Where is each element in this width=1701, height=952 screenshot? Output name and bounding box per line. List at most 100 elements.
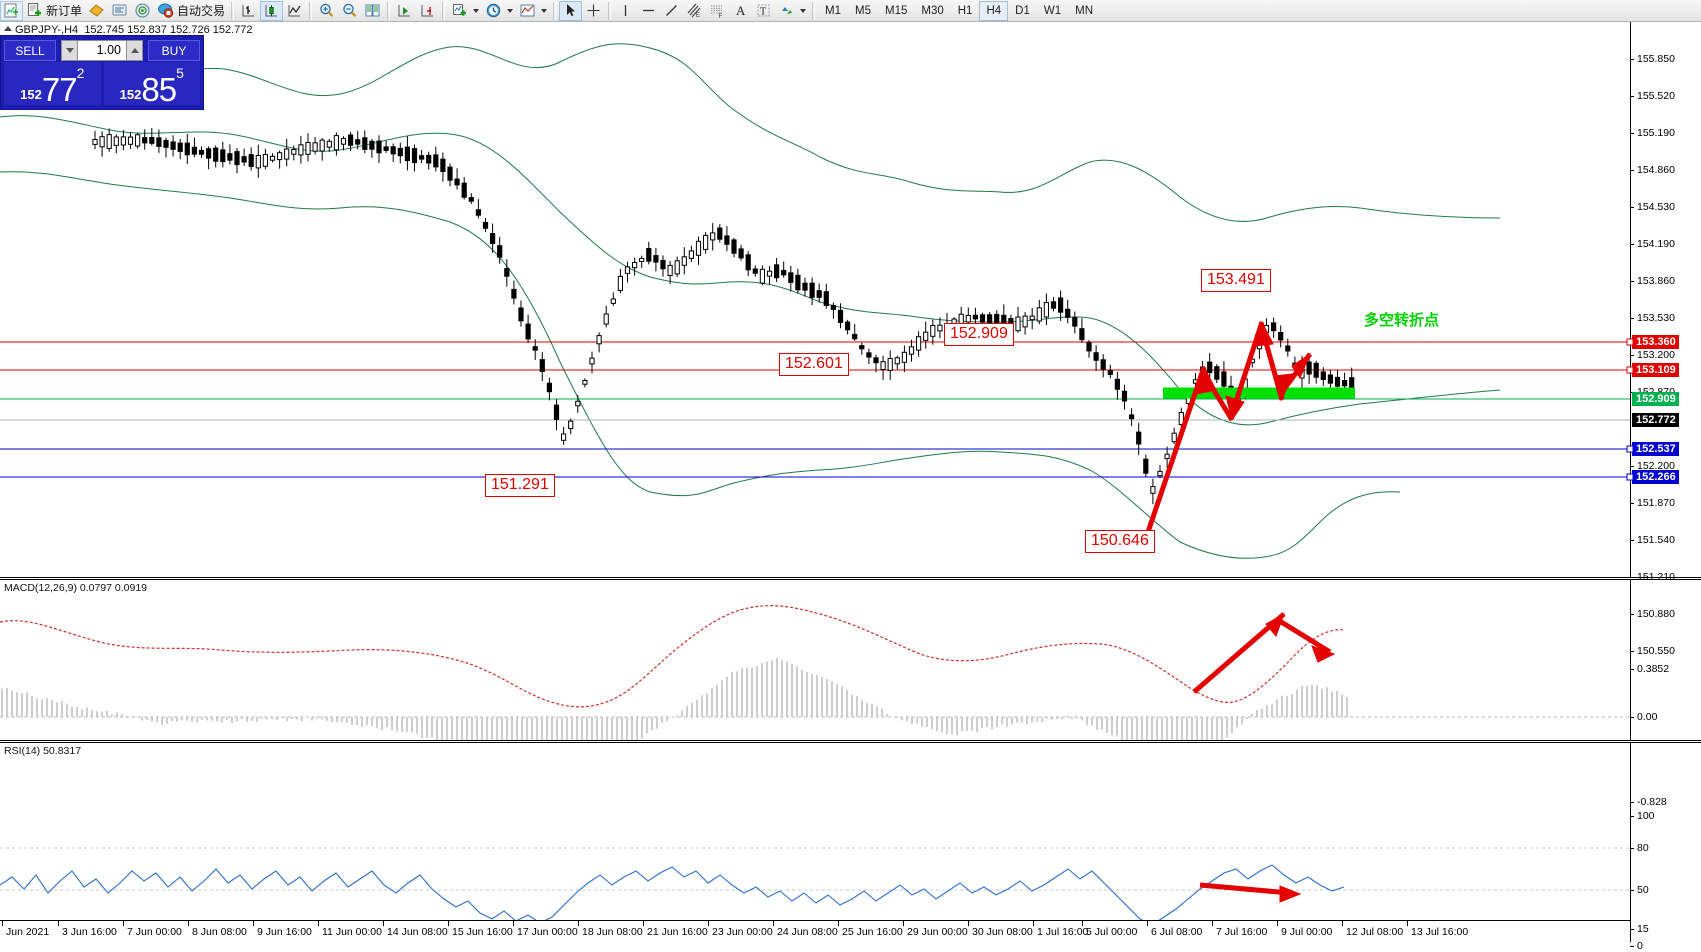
chevron-down-icon[interactable] <box>507 8 514 13</box>
macd-tick: -0.828 <box>1630 796 1667 808</box>
level-drag-handle[interactable] <box>1626 338 1634 346</box>
timeframe-h1[interactable]: H1 <box>957 4 973 17</box>
price-callout[interactable]: 150.646 <box>1085 530 1155 553</box>
macd-plot[interactable] <box>0 580 1630 740</box>
vertical-line-button[interactable] <box>614 1 637 21</box>
horizontal-line-button[interactable] <box>637 1 660 21</box>
chevron-up-icon <box>130 48 139 53</box>
price-tick: 154.530 <box>1630 201 1675 213</box>
line-chart-button[interactable] <box>283 1 306 21</box>
toolbar-separator <box>387 1 391 20</box>
signals-icon <box>134 2 151 19</box>
time-label: 15 Jun 16:00 <box>448 921 513 938</box>
new-chart-button[interactable] <box>0 0 23 21</box>
candle-body <box>1029 315 1035 321</box>
autotrading-icon <box>157 2 174 19</box>
rsi-plot[interactable] <box>0 743 1630 942</box>
timeframe-mn[interactable]: MN <box>1075 4 1093 17</box>
price-level-badge[interactable]: 152.537 <box>1632 442 1679 456</box>
candle-body <box>362 137 368 150</box>
timeframe-m15[interactable]: M15 <box>885 4 908 17</box>
price-callout[interactable]: 151.291 <box>485 474 555 497</box>
chart-shift-button[interactable] <box>416 1 439 21</box>
auto-scroll-button[interactable] <box>393 1 416 21</box>
candle-body <box>447 166 453 181</box>
new-order-button[interactable]: 新订单 <box>23 1 85 21</box>
price-level-badge[interactable]: 152.266 <box>1632 470 1679 484</box>
equidistant-channel-button[interactable]: E <box>683 1 706 21</box>
terminal-button[interactable] <box>108 1 131 21</box>
price-level-badge[interactable]: 153.109 <box>1632 363 1679 377</box>
signals-button[interactable] <box>131 1 154 21</box>
timeframe-m1[interactable]: M1 <box>825 4 842 17</box>
time-label: 5 Jul 00:00 <box>1081 921 1138 938</box>
period-button[interactable] <box>482 1 516 21</box>
timeframe-h4[interactable]: H4 <box>979 0 1009 21</box>
volume-stepper[interactable]: 1.00 <box>61 40 143 61</box>
text-button[interactable]: A <box>729 1 752 21</box>
text-label-button[interactable]: T <box>752 1 775 21</box>
volume-decrement-button[interactable] <box>61 40 78 61</box>
price-level-badge[interactable]: 153.360 <box>1632 335 1679 349</box>
timeframe-w1[interactable]: W1 <box>1043 4 1062 17</box>
price-pane[interactable]: 155.850 155.520 155.190 154.860 154.530 154.1… <box>0 22 1701 657</box>
collapse-triangle-icon[interactable] <box>4 26 12 31</box>
tile-windows-button[interactable] <box>361 1 384 21</box>
price-plot[interactable] <box>0 22 1630 577</box>
macd-pane[interactable]: MACD(12,26,9) 0.0797 0.0919 0.3852 0.00 -0… <box>0 580 1701 808</box>
templates-button[interactable] <box>516 1 550 21</box>
shapes-button[interactable] <box>775 1 809 21</box>
level-drag-handle[interactable] <box>1626 366 1634 374</box>
level-drag-handle[interactable] <box>1626 473 1634 481</box>
timeframe-m5[interactable]: M5 <box>855 4 871 17</box>
chevron-down-icon[interactable] <box>800 8 807 13</box>
buy-price-display[interactable]: 152 85 5 <box>103 62 200 106</box>
timeframe-d1[interactable]: D1 <box>1015 4 1030 17</box>
chevron-down-icon[interactable] <box>473 8 480 13</box>
candle-body <box>454 178 460 186</box>
volume-increment-button[interactable] <box>126 40 143 61</box>
candle-body <box>1058 297 1064 313</box>
cursor-arrow-button[interactable] <box>559 0 583 21</box>
chevron-down-icon[interactable] <box>541 8 548 13</box>
candle-body <box>1100 359 1106 370</box>
price-level-badge[interactable]: 152.772 <box>1632 413 1679 427</box>
fibonacci-button[interactable]: F <box>706 1 729 21</box>
one-click-trading-panel[interactable]: SELL 1.00 BUY 152 77 2 152 85 5 <box>0 35 204 110</box>
timeframe-m30[interactable]: M30 <box>921 4 944 17</box>
candle-body <box>660 259 666 270</box>
level-drag-handle[interactable] <box>1626 445 1634 453</box>
zoom-in-button[interactable] <box>315 1 338 21</box>
buy-button[interactable]: BUY <box>148 40 200 61</box>
macd-scale[interactable]: 0.3852 0.00 -0.828 <box>1630 580 1701 808</box>
price-level-badge[interactable]: 152.909 <box>1632 392 1679 406</box>
zoom-out-button[interactable] <box>338 1 361 21</box>
bar-chart-icon <box>240 2 257 19</box>
add-indicator-button[interactable] <box>448 1 482 21</box>
crosshair-button[interactable] <box>582 1 605 21</box>
price-callout[interactable]: 152.601 <box>779 353 849 376</box>
rsi-pane[interactable]: RSI(14) 50.8317 100 80 50 15 0 <box>0 743 1701 952</box>
price-callout[interactable]: 153.491 <box>1201 269 1271 292</box>
pane-separator-rsi[interactable] <box>0 740 1701 743</box>
time-scale[interactable]: Jun 2021 3 Jun 16:00 7 Jun 00:00 8 Jun 08:0… <box>0 920 1630 942</box>
volume-input[interactable]: 1.00 <box>78 40 126 61</box>
trendline-button[interactable] <box>660 1 683 21</box>
sell-button[interactable]: SELL <box>4 40 56 61</box>
buy-price-fraction: 5 <box>176 65 184 81</box>
price-callout[interactable]: 152.909 <box>944 323 1014 346</box>
candle-body <box>284 148 290 160</box>
rsi-scale[interactable]: 100 80 50 15 0 <box>1630 743 1701 952</box>
macd-signal-line <box>0 605 1346 708</box>
price-scale[interactable]: 155.850 155.520 155.190 154.860 154.530 154.1… <box>1626 22 1701 657</box>
sell-price-display[interactable]: 152 77 2 <box>4 62 101 106</box>
candle-body <box>369 140 375 150</box>
pane-separator-macd[interactable] <box>0 577 1701 580</box>
candlestick-chart-button[interactable] <box>260 0 284 21</box>
candle-body <box>979 314 986 323</box>
chart-window[interactable]: GBPJPY-,H4 152.745 152.837 152.726 152.7… <box>0 22 1701 952</box>
new-order-icon <box>26 2 43 19</box>
autotrading-button[interactable]: 自动交易 <box>154 1 228 21</box>
bar-chart-button[interactable] <box>237 1 260 21</box>
metaeditor-button[interactable] <box>85 1 108 21</box>
